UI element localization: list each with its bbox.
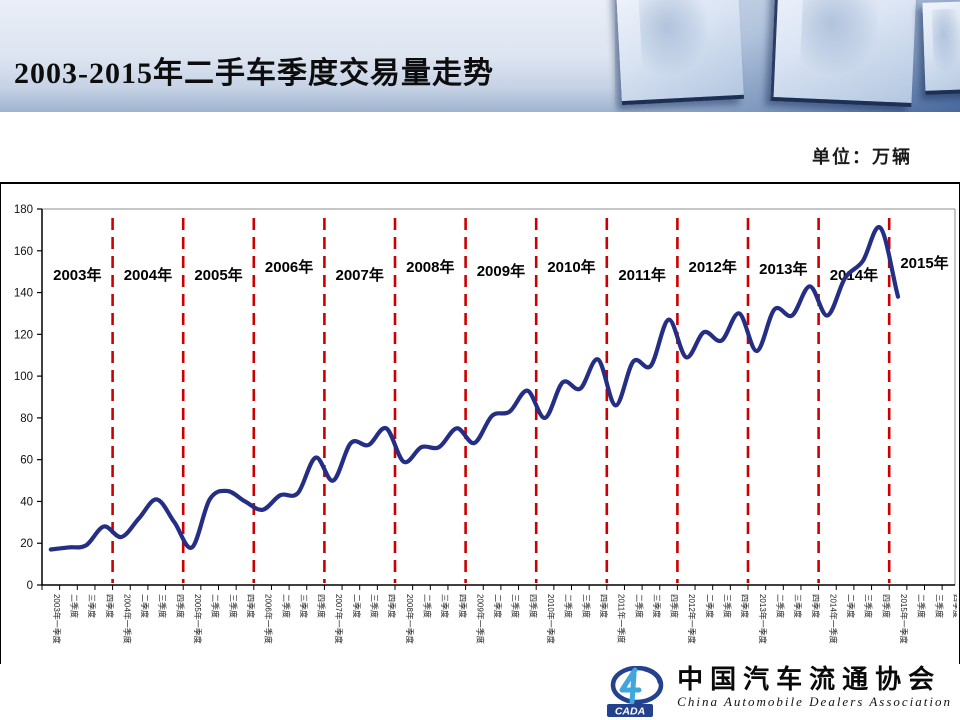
quarter-label: 2013年一季度 xyxy=(758,594,768,644)
quarter-label: 四季度 xyxy=(881,594,891,618)
quarter-label: 二季度 xyxy=(564,594,574,618)
quarter-label: 三季度 xyxy=(440,594,450,618)
year-labels: 2003年 2004年 2005年 2006年 2007年 2008年 2009年 2010年… xyxy=(53,254,949,284)
quarter-label: 三季度 xyxy=(793,594,803,618)
quarter-label: 四季度 xyxy=(458,594,468,618)
y-axis-labels: 0 20 40 60 80 100 120 140 160 180 xyxy=(14,204,42,592)
y-tick-label: 160 xyxy=(14,246,33,258)
quarter-label: 2015年一季度 xyxy=(899,594,909,644)
x-axis-ticks xyxy=(41,585,943,590)
quarter-label: 二季度 xyxy=(917,594,927,618)
page-title: 2003-2015年二手车季度交易量走势 xyxy=(14,57,494,90)
quarter-label: 二季度 xyxy=(422,594,432,618)
quarter-label: 2012年一季度 xyxy=(687,594,697,644)
quarter-label: 三季度 xyxy=(652,594,662,618)
y-tick-label: 20 xyxy=(20,538,33,550)
cada-emblem-icon: CADA xyxy=(607,666,664,718)
quarter-label: 2006年一季度 xyxy=(264,594,274,644)
quarter-label: 三季度 xyxy=(158,594,168,618)
quarter-label: 二季度 xyxy=(846,594,856,618)
plot-frame xyxy=(41,208,956,586)
quarter-label: 2009年一季度 xyxy=(475,594,485,644)
quarter-label: 三季度 xyxy=(723,594,733,618)
quarter-label: 四季度 xyxy=(952,594,957,618)
year-label: 2004年 xyxy=(124,266,172,284)
quarter-label: 二季度 xyxy=(69,594,79,618)
y-tick-label: 40 xyxy=(20,496,33,508)
quarter-label: 三季度 xyxy=(299,594,309,618)
cube-graphic-center xyxy=(770,0,917,108)
quarter-label: 二季度 xyxy=(634,594,644,618)
cube-graphic-right xyxy=(922,1,960,95)
quarter-label: 2007年一季度 xyxy=(334,594,344,644)
quarter-label: 四季度 xyxy=(387,594,397,618)
quarter-label: 二季度 xyxy=(493,594,503,618)
quarter-label: 二季度 xyxy=(775,594,785,618)
quarter-label: 三季度 xyxy=(511,594,521,618)
y-tick-label: 0 xyxy=(27,580,33,592)
quarter-label: 二季度 xyxy=(705,594,715,618)
quarter-label: 四季度 xyxy=(246,594,256,618)
quarter-label: 四季度 xyxy=(670,594,680,618)
trend-line xyxy=(48,225,901,552)
cube-graphic-left xyxy=(616,0,744,106)
quarter-label: 二季度 xyxy=(211,594,221,618)
year-label: 2013年 xyxy=(759,260,807,278)
year-label: 2007年 xyxy=(336,266,384,284)
quarter-label: 2008年一季度 xyxy=(405,594,415,644)
slide-header: 2003-2015年二手车季度交易量走势 xyxy=(0,0,960,112)
quarter-label: 四季度 xyxy=(528,594,538,618)
y-tick-label: 140 xyxy=(14,288,33,300)
quarter-label: 二季度 xyxy=(140,594,150,618)
quarter-label: 三季度 xyxy=(864,594,874,618)
quarter-label: 四季度 xyxy=(175,594,185,618)
year-label: 2006年 xyxy=(265,258,313,276)
quarter-label: 四季度 xyxy=(811,594,821,618)
year-label: 2008年 xyxy=(406,258,454,276)
quarter-label: 四季度 xyxy=(599,594,609,618)
year-label: 2011年 xyxy=(618,266,666,284)
slide-footer: CADA 中国汽车流通协会 China Automobile Dealers A… xyxy=(0,664,960,720)
header-cubes-artwork xyxy=(615,0,960,112)
quarter-label: 2004年一季度 xyxy=(122,594,132,644)
quarter-label: 2014年一季度 xyxy=(828,594,838,644)
y-tick-label: 100 xyxy=(14,371,33,383)
x-axis-labels: 2003年一季度 二季度 三季度 四季度 2004年一季度 二季度 三季度 四季度 2005年一… xyxy=(52,594,957,644)
quarter-label: 三季度 xyxy=(228,594,238,618)
y-tick-label: 80 xyxy=(20,413,33,425)
quarter-label: 2010年一季度 xyxy=(546,594,556,644)
quarter-label: 三季度 xyxy=(581,594,591,618)
quarter-label: 三季度 xyxy=(370,594,380,618)
year-label: 2015年 xyxy=(900,254,948,272)
year-label: 2012年 xyxy=(689,258,737,276)
quarter-label: 三季度 xyxy=(934,594,944,618)
quarter-label: 二季度 xyxy=(281,594,291,618)
y-tick-label: 60 xyxy=(20,455,33,467)
quarter-label: 四季度 xyxy=(317,594,327,618)
quarter-label: 2005年一季度 xyxy=(193,594,203,644)
quarter-label: 2011年一季度 xyxy=(617,594,627,643)
unit-label: 单位：万辆 xyxy=(812,147,912,167)
quarter-label: 四季度 xyxy=(105,594,115,618)
y-tick-label: 120 xyxy=(14,329,33,341)
quarter-label: 二季度 xyxy=(352,594,362,618)
year-label: 2005年 xyxy=(194,266,242,284)
quarterly-volume-line-chart: 0 20 40 60 80 100 120 140 160 180 2003年一季度 二季度 三季度 四季… xyxy=(0,182,960,666)
cada-logo: CADA 中国汽车流通协会 China Automobile Dealers A… xyxy=(605,666,952,718)
y-tick-label: 180 xyxy=(14,204,33,216)
year-label: 2014年 xyxy=(830,266,878,284)
quarter-label: 2003年一季度 xyxy=(52,594,62,644)
year-label: 2003年 xyxy=(53,266,101,284)
quarter-label: 三季度 xyxy=(87,594,97,618)
year-label: 2009年 xyxy=(477,262,525,280)
quarter-label: 四季度 xyxy=(740,594,750,618)
org-name-en: China Automobile Dealers Association xyxy=(677,694,952,709)
cada-emblem-text: CADA xyxy=(615,706,645,718)
year-label: 2010年 xyxy=(547,258,595,276)
org-name-cn: 中国汽车流通协会 xyxy=(677,665,942,694)
